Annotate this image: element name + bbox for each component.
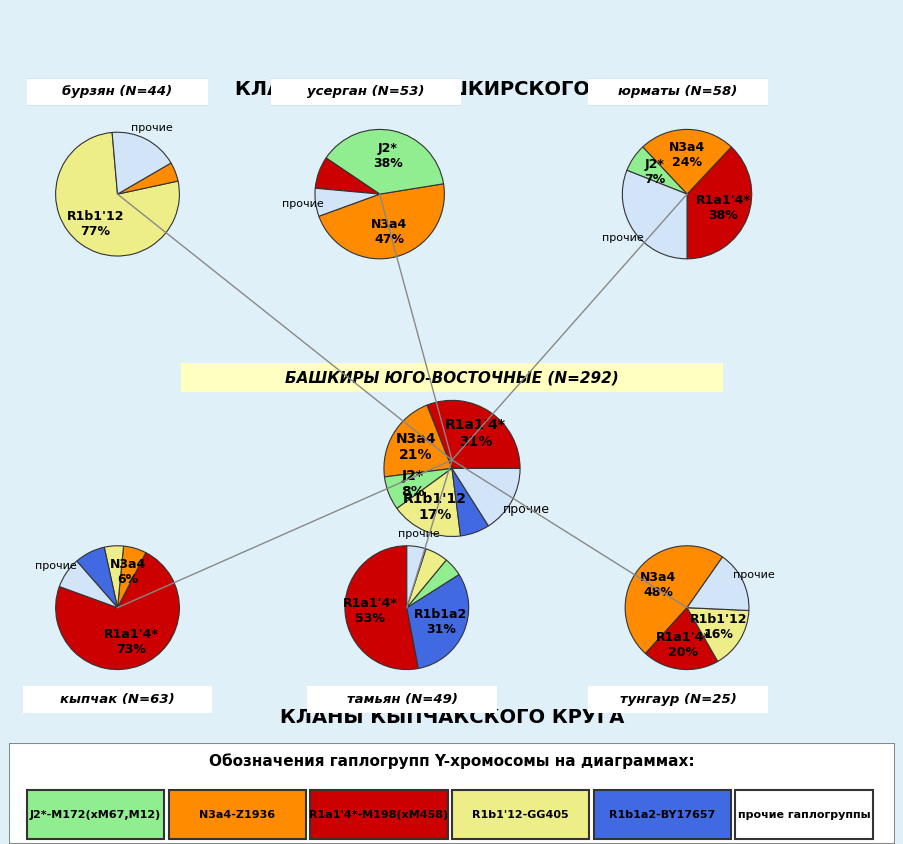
Wedge shape	[315, 158, 379, 194]
Text: кыпчак (N=63): кыпчак (N=63)	[61, 693, 174, 706]
Wedge shape	[406, 575, 468, 668]
FancyBboxPatch shape	[310, 790, 447, 839]
Wedge shape	[426, 400, 519, 468]
Wedge shape	[686, 147, 751, 259]
Text: Обозначения гаплогрупп Y-хромосомы на диаграммах:: Обозначения гаплогрупп Y-хромосомы на ди…	[209, 753, 694, 769]
Text: N3a4
48%: N3a4 48%	[639, 571, 675, 598]
Text: N3a4
24%: N3a4 24%	[668, 141, 704, 170]
FancyBboxPatch shape	[452, 790, 589, 839]
Text: J2*
38%: J2* 38%	[373, 142, 403, 170]
Text: J2*
7%: J2* 7%	[644, 159, 665, 187]
Wedge shape	[117, 163, 178, 194]
FancyBboxPatch shape	[9, 743, 894, 844]
Wedge shape	[345, 546, 418, 669]
FancyBboxPatch shape	[298, 684, 507, 715]
FancyBboxPatch shape	[18, 77, 217, 107]
Text: R1b1'12
77%: R1b1'12 77%	[67, 210, 124, 238]
Wedge shape	[77, 547, 117, 608]
FancyBboxPatch shape	[27, 790, 164, 839]
Wedge shape	[621, 170, 686, 259]
Ellipse shape	[316, 192, 442, 213]
Ellipse shape	[626, 606, 747, 625]
Text: юрматы (N=58): юрматы (N=58)	[618, 85, 737, 99]
Text: прочие: прочие	[502, 503, 549, 516]
Text: N3a4
47%: N3a4 47%	[371, 218, 407, 246]
Text: N3a4
6%: N3a4 6%	[110, 558, 146, 586]
Text: R1a1'4*-M198(xM458): R1a1'4*-M198(xM458)	[309, 809, 448, 820]
FancyBboxPatch shape	[593, 790, 731, 839]
Text: прочие: прочие	[282, 199, 323, 209]
Text: R1a1'4*
38%: R1a1'4* 38%	[695, 194, 749, 223]
FancyBboxPatch shape	[13, 684, 222, 715]
Wedge shape	[396, 468, 460, 537]
FancyBboxPatch shape	[578, 77, 777, 107]
Text: R1b1a2-BY17657: R1b1a2-BY17657	[609, 809, 715, 820]
Wedge shape	[452, 468, 519, 526]
Text: прочие: прочие	[35, 560, 77, 571]
Text: прочие: прочие	[601, 233, 643, 243]
Wedge shape	[406, 546, 425, 608]
FancyBboxPatch shape	[735, 790, 872, 839]
Ellipse shape	[346, 606, 467, 625]
Text: КЛАНЫ ДРЕВНЕБАШКИРСКОГО КРУГА: КЛАНЫ ДРЕВНЕБАШКИРСКОГО КРУГА	[235, 79, 668, 98]
Text: R1a1'4*
20%: R1a1'4* 20%	[655, 630, 710, 658]
Text: R1a1'4*
53%: R1a1'4* 53%	[342, 598, 396, 625]
Wedge shape	[686, 608, 748, 662]
Ellipse shape	[57, 606, 178, 625]
Wedge shape	[452, 468, 488, 536]
Wedge shape	[112, 133, 171, 194]
Wedge shape	[56, 133, 179, 256]
FancyBboxPatch shape	[262, 77, 470, 107]
Ellipse shape	[57, 192, 178, 212]
Text: БАШКИРЫ ЮГО-ВОСТОЧНЫЕ (N=292): БАШКИРЫ ЮГО-ВОСТОЧНЫЕ (N=292)	[284, 371, 619, 385]
Text: усерган (N=53): усерган (N=53)	[307, 85, 424, 99]
FancyBboxPatch shape	[154, 361, 749, 394]
Text: прочие: прочие	[732, 570, 774, 580]
Text: тунгаур (N=25): тунгаур (N=25)	[619, 693, 736, 706]
Wedge shape	[56, 553, 179, 669]
Text: N3a4-Z1936: N3a4-Z1936	[199, 809, 275, 820]
Text: J2*
8%: J2* 8%	[400, 469, 424, 499]
Wedge shape	[384, 468, 452, 508]
Text: R1b1'12-GG405: R1b1'12-GG405	[472, 809, 568, 820]
Text: R1b1'12
17%: R1b1'12 17%	[403, 492, 467, 522]
FancyBboxPatch shape	[578, 684, 777, 715]
Wedge shape	[104, 546, 124, 608]
Text: КЛАНЫ КЫПЧАКСКОГО КРУГА: КЛАНЫ КЫПЧАКСКОГО КРУГА	[280, 708, 623, 727]
Text: тамьян (N=49): тамьян (N=49)	[347, 693, 457, 706]
Text: R1a1'4*
73%: R1a1'4* 73%	[104, 628, 158, 657]
Wedge shape	[642, 129, 731, 194]
Wedge shape	[117, 546, 145, 608]
Text: прочие: прочие	[397, 529, 439, 539]
Wedge shape	[626, 147, 686, 194]
Wedge shape	[326, 129, 443, 194]
Wedge shape	[384, 405, 452, 477]
Wedge shape	[406, 560, 459, 608]
Wedge shape	[319, 184, 444, 259]
Text: бурзян (N=44): бурзян (N=44)	[62, 85, 172, 99]
Text: R1b1'12
16%: R1b1'12 16%	[689, 613, 747, 641]
Text: N3a4
21%: N3a4 21%	[395, 432, 435, 462]
Text: прочие: прочие	[131, 123, 172, 133]
Wedge shape	[314, 188, 379, 216]
Text: J2*-M172(xM67,M12): J2*-M172(xM67,M12)	[30, 809, 161, 820]
Wedge shape	[406, 549, 446, 608]
Wedge shape	[625, 546, 721, 653]
Wedge shape	[645, 608, 717, 669]
Text: R1b1a2
31%: R1b1a2 31%	[414, 609, 467, 636]
Text: R1a1'4*
31%: R1a1'4* 31%	[444, 419, 506, 449]
Wedge shape	[686, 557, 748, 610]
Text: прочие гаплогруппы: прочие гаплогруппы	[737, 809, 870, 820]
FancyBboxPatch shape	[168, 790, 305, 839]
Ellipse shape	[386, 465, 517, 490]
Wedge shape	[60, 561, 117, 608]
Ellipse shape	[623, 192, 749, 213]
